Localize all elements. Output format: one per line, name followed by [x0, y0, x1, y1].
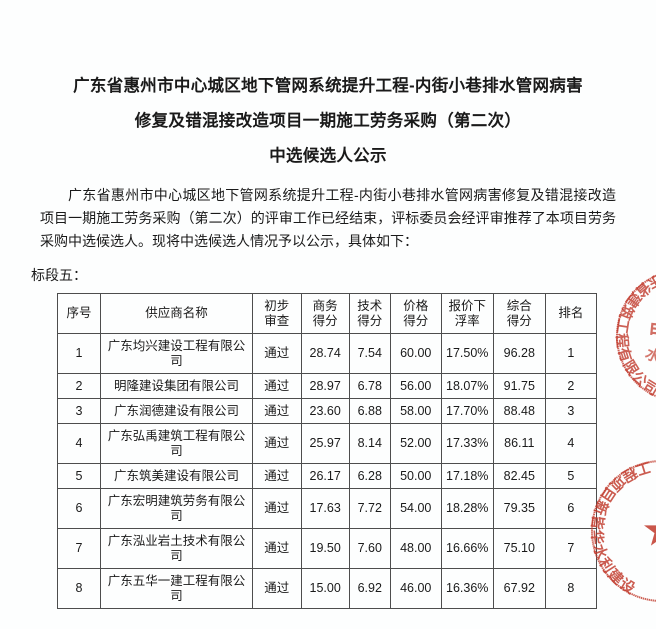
svg-text:申: 申	[648, 318, 656, 344]
svg-text:广东省建筑工程有限公司★中标管理部: 广东省建筑工程有限公司★中标管理部	[613, 266, 656, 406]
svg-text:水: 水	[643, 344, 656, 367]
svg-text:工程项目新皆华水利建设: 工程项目新皆华水利建设	[588, 458, 653, 598]
